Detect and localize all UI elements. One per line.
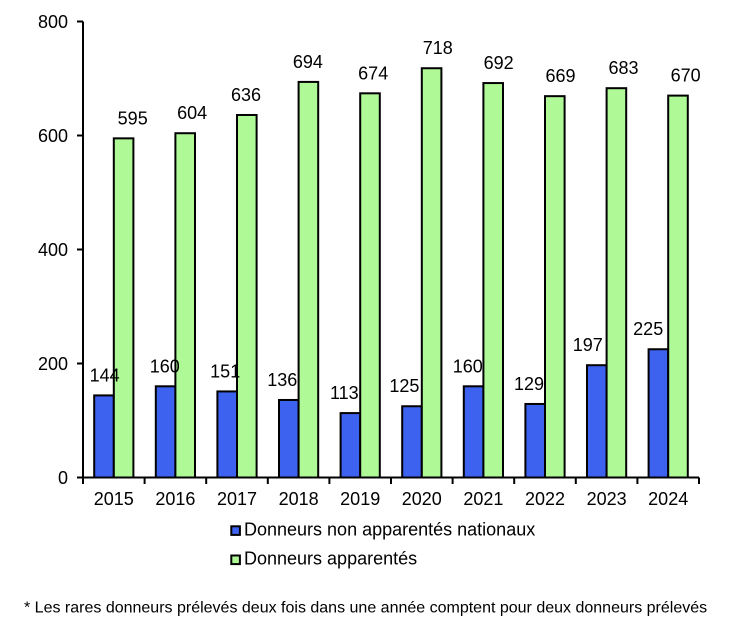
svg-text:669: 669 — [545, 66, 575, 86]
svg-text:160: 160 — [453, 356, 483, 376]
svg-text:683: 683 — [608, 58, 638, 78]
svg-text:0: 0 — [58, 468, 68, 488]
svg-text:151: 151 — [210, 361, 240, 381]
svg-text:600: 600 — [38, 126, 68, 146]
svg-text:2024: 2024 — [648, 489, 688, 509]
svg-text:2020: 2020 — [402, 489, 442, 509]
svg-text:113: 113 — [330, 383, 359, 403]
svg-text:636: 636 — [231, 85, 261, 105]
svg-text:718: 718 — [423, 38, 453, 58]
svg-text:200: 200 — [38, 354, 68, 374]
svg-text:2021: 2021 — [463, 489, 503, 509]
svg-text:2017: 2017 — [217, 489, 257, 509]
svg-text:* Les rares donneurs prélevés: * Les rares donneurs prélevés deux fois … — [24, 600, 707, 617]
svg-text:595: 595 — [118, 108, 148, 128]
svg-text:Donneurs non apparentés nation: Donneurs non apparentés nationaux — [244, 519, 535, 539]
svg-text:125: 125 — [389, 376, 419, 396]
svg-text:604: 604 — [177, 103, 207, 123]
svg-text:2022: 2022 — [525, 489, 565, 509]
svg-text:2019: 2019 — [340, 489, 380, 509]
svg-text:400: 400 — [38, 240, 68, 260]
svg-text:2015: 2015 — [94, 489, 134, 509]
svg-text:Donneurs apparentés: Donneurs apparentés — [244, 549, 417, 569]
svg-text:674: 674 — [358, 63, 388, 83]
svg-text:197: 197 — [573, 335, 603, 355]
svg-text:136: 136 — [267, 370, 297, 390]
svg-text:2016: 2016 — [155, 489, 195, 509]
svg-text:160: 160 — [150, 356, 180, 376]
svg-text:694: 694 — [293, 52, 323, 72]
svg-text:144: 144 — [90, 365, 120, 385]
svg-text:225: 225 — [633, 319, 663, 339]
svg-text:2018: 2018 — [279, 489, 319, 509]
svg-text:800: 800 — [38, 12, 68, 32]
svg-text:2023: 2023 — [587, 489, 627, 509]
svg-text:670: 670 — [671, 66, 701, 86]
svg-text:692: 692 — [484, 53, 514, 73]
svg-text:129: 129 — [514, 374, 544, 394]
